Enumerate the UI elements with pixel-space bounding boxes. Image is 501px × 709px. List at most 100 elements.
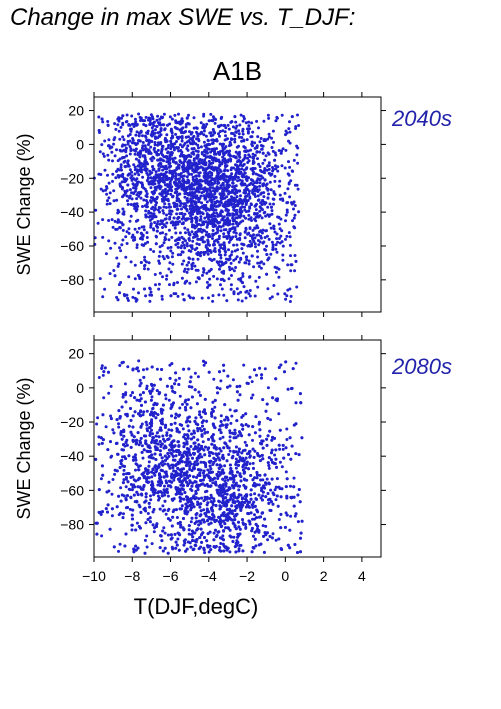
scatter-point [193,161,197,165]
scatter-point [144,213,148,217]
scatter-point [155,195,159,199]
scatter-point [145,192,149,196]
scatter-point [162,241,166,245]
scatter-point [180,217,184,221]
scatter-point [277,275,281,279]
scatter-point [284,133,287,137]
panel-label-2080s: 2080s [392,354,452,379]
scatter-point [252,239,255,243]
scatter-point [123,164,127,168]
scatter-point [215,277,219,281]
scatter-point [129,176,133,180]
scatter-point [121,195,124,199]
scatter-point [101,295,105,299]
scatter-point [138,277,142,280]
scatter-point [269,188,273,192]
scatter-point [265,234,269,238]
scatter-point [170,235,174,239]
scatter-point [205,230,209,234]
scatter-point [225,459,229,463]
scatter-point [187,122,191,126]
scatter-point [102,396,106,400]
scatter-point [253,153,257,157]
scatter-point [135,521,139,525]
scatter-point [185,116,189,120]
scatter-point [222,219,226,222]
scatter-point [288,300,292,303]
scatter-point [187,429,191,433]
scatter-point [105,202,109,206]
scatter-point [141,154,145,158]
scatter-point [188,204,192,208]
scatter-point [105,185,108,188]
scatter-point [181,250,185,254]
scatter-point [144,115,148,119]
scatter-point [219,256,223,260]
scatter-point [97,376,101,379]
scatter-point [251,393,255,397]
scatter-point [115,295,119,299]
scatter-point [283,166,287,170]
scatter-point [263,248,267,251]
scatter-point [119,184,122,188]
scatter-point [224,250,228,254]
scatter-point [235,212,239,216]
scatter-point [178,394,182,398]
scatter-point [281,258,285,262]
scatter-point [167,205,171,209]
scatter-point [202,270,206,274]
scatter-point [213,192,217,196]
scatter-point [222,293,226,297]
scatter-point [153,221,157,224]
scatter-point [202,129,206,133]
scatter-point [144,124,148,128]
scatter-point [165,274,169,278]
scatter-point [240,205,244,209]
scatter-point [266,538,270,542]
scatter-point [135,230,139,234]
scatter-point [114,176,118,180]
scatter-point [278,227,282,231]
scatter-point [289,269,293,273]
scatter-point [266,137,270,141]
scatter-point [177,236,181,240]
scatter-point [280,240,284,244]
scatter-point [223,169,227,173]
scatter-point [116,220,120,224]
scatter-point [157,175,160,179]
scatter-point [219,193,223,197]
scatter-point [156,220,160,223]
scatter-point [185,495,188,499]
scatter-point [212,257,216,261]
scatter-point [143,263,147,267]
scatter-point [289,484,292,488]
scatter-point [162,526,166,530]
scatter-point [239,198,243,202]
scatter-point [149,494,152,498]
scatter-point [215,174,219,178]
scatter-point [218,142,222,146]
scatter-point [196,134,200,138]
scatter-point [155,367,159,371]
scatter-point [159,127,163,131]
scatter-point [200,152,204,156]
scatter-point [248,275,252,279]
scatter-point [175,196,179,200]
scatter-point [161,209,165,213]
scatter-point [151,182,155,186]
scatter-point [247,213,251,217]
scatter-point [275,250,279,254]
scatter-point [117,422,120,426]
scatter-point [258,205,262,209]
scatter-point [233,428,237,432]
scatter-point [167,428,171,432]
scatter-point [283,292,287,296]
scatter-point [176,217,180,220]
scatter-point [185,181,189,185]
scatter-point [226,189,230,193]
scatter-point [241,132,245,136]
scatter-point [199,145,203,149]
scatter-point [138,115,142,119]
scatter-point [151,122,155,126]
scatter-point [182,164,186,168]
